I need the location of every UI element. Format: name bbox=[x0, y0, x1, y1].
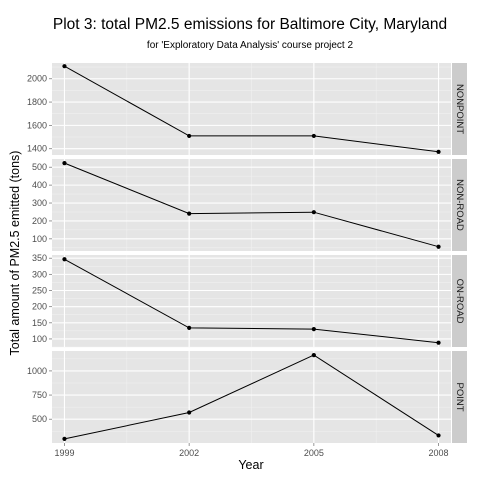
x-tick-label: 2008 bbox=[429, 448, 449, 458]
data-point-on-road bbox=[187, 325, 192, 330]
chart-title: Plot 3: total PM2.5 emissions for Baltim… bbox=[53, 16, 447, 33]
data-point-non-road bbox=[311, 210, 316, 215]
y-tick-label-on-road: 150 bbox=[32, 318, 47, 328]
y-tick-label-nonpoint: 1400 bbox=[27, 144, 47, 154]
data-point-non-road bbox=[187, 211, 192, 216]
y-tick-label-on-road: 200 bbox=[32, 302, 47, 312]
y-tick-label-nonpoint: 1600 bbox=[27, 120, 47, 130]
y-tick-label-non-road: 200 bbox=[32, 216, 47, 226]
y-tick-label-non-road: 400 bbox=[32, 180, 47, 190]
y-tick-label-on-road: 350 bbox=[32, 253, 47, 263]
y-axis-label: Total amount of PM2.5 emitted (tons) bbox=[8, 151, 22, 356]
series-line-point bbox=[64, 354, 439, 440]
data-point-non-road bbox=[62, 161, 67, 166]
data-point-on-road bbox=[436, 340, 441, 345]
y-tick-label-non-road: 100 bbox=[32, 234, 47, 244]
chart-subtitle: for 'Exploratory Data Analysis' course p… bbox=[147, 40, 354, 51]
x-tick-label: 2005 bbox=[304, 448, 324, 458]
facet-strip-label-on-road: ON-ROAD bbox=[454, 279, 465, 324]
series-line-on-road bbox=[64, 258, 439, 344]
data-point-point bbox=[311, 353, 316, 358]
facet-panels: 1400 1600 1800 2000 NONPOINT 100 200 300 400 500 N… bbox=[27, 63, 467, 458]
y-tick-label-nonpoint: 2000 bbox=[27, 74, 47, 84]
data-point-on-road bbox=[311, 327, 316, 332]
data-point-on-road bbox=[62, 257, 67, 262]
facet-strip-label-non-road: NON-ROAD bbox=[454, 179, 465, 231]
y-tick-label-on-road: 300 bbox=[32, 269, 47, 279]
data-point-point bbox=[187, 410, 192, 415]
y-tick-label-non-road: 300 bbox=[32, 198, 47, 208]
data-point-point bbox=[436, 433, 441, 438]
y-tick-label-on-road: 250 bbox=[32, 286, 47, 296]
facet-strip-label-point: POINT bbox=[454, 382, 465, 411]
data-point-point bbox=[62, 436, 67, 441]
x-tick-label: 2002 bbox=[179, 448, 199, 458]
x-axis-label: Year bbox=[238, 458, 263, 472]
facet-strip-on-road bbox=[452, 255, 467, 347]
data-point-nonpoint bbox=[311, 133, 316, 139]
data-point-nonpoint bbox=[436, 149, 441, 154]
y-tick-label-on-road: 100 bbox=[32, 334, 47, 344]
y-tick-label-nonpoint: 1800 bbox=[27, 97, 47, 107]
data-point-nonpoint bbox=[187, 133, 192, 139]
y-tick-label-point: 750 bbox=[32, 390, 47, 400]
data-point-non-road bbox=[436, 244, 441, 249]
facet-strip-nonpoint bbox=[452, 63, 467, 155]
facet-strip-point bbox=[452, 351, 467, 443]
y-tick-label-point: 500 bbox=[32, 414, 47, 424]
facet-strip-non-road bbox=[452, 159, 467, 251]
series-line-non-road bbox=[64, 162, 439, 248]
series-line-nonpoint bbox=[64, 65, 439, 153]
data-point-nonpoint bbox=[62, 64, 67, 69]
x-tick-label: 1999 bbox=[54, 448, 74, 458]
facet-strip-label-nonpoint: NONPOINT bbox=[454, 84, 465, 134]
y-tick-label-non-road: 500 bbox=[32, 162, 47, 172]
y-tick-label-point: 1000 bbox=[27, 366, 47, 376]
